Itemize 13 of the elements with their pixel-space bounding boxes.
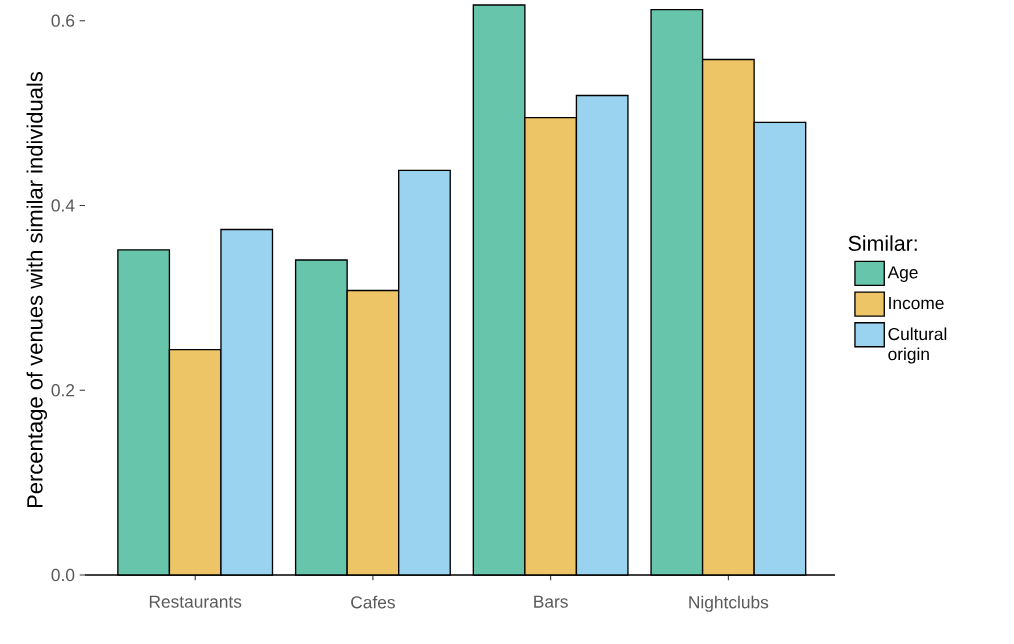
legend-title: Similar: xyxy=(848,235,917,251)
x-tick-label: Nightclubs xyxy=(689,595,769,612)
y-tick-label: 0.4 xyxy=(51,199,75,212)
x-tick-label: Bars xyxy=(534,595,568,608)
y-tick-label: 0.0 xyxy=(51,568,75,582)
y-tick-label: 0.6 xyxy=(51,14,75,27)
x-tick-label: Restaurants xyxy=(149,595,242,608)
y-tick-label: 0.2 xyxy=(51,384,75,397)
y-axis-title: Percentage of venues with similar individuals xyxy=(26,72,48,508)
legend-label: Income xyxy=(889,297,944,310)
legend-label: Cultural origin xyxy=(888,327,947,364)
legend-label: Age xyxy=(887,266,918,282)
x-tick-label: Cafes xyxy=(351,595,395,609)
